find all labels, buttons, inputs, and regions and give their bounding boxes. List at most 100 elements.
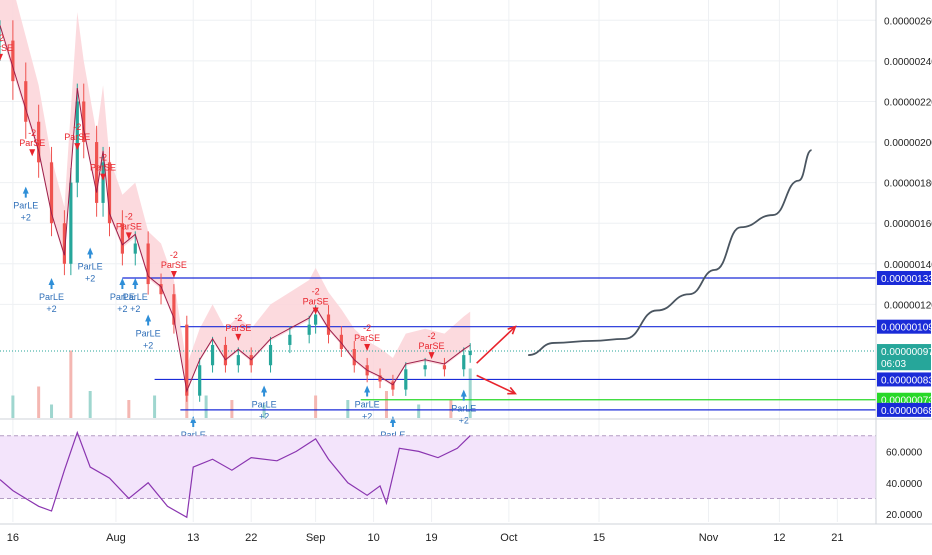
price-series: [0, 20, 472, 402]
buy-signal-qty: +2: [459, 416, 469, 426]
projection-curve[interactable]: [528, 149, 813, 356]
price-badge-label: 0.00000097: [881, 347, 932, 358]
candle-body-32: [391, 381, 395, 390]
price-badge-label: 0.00000073: [881, 396, 932, 407]
buy-signal-label: ParLE: [136, 329, 161, 339]
sell-signal-qty: -2: [0, 33, 4, 43]
sell-signal-label: ParSE: [90, 163, 116, 173]
volume-bar-14: [417, 404, 421, 418]
sell-signal-qty: -2: [28, 128, 36, 138]
price-badge-label: 0.00000068: [881, 406, 932, 417]
buy-signal-15: ParLE +2: [136, 314, 161, 351]
candle-body-26: [314, 314, 318, 325]
price-badge-bg: [877, 402, 931, 417]
sell-signal-qty: -2: [428, 331, 436, 341]
up-arrow-icon: [48, 277, 55, 289]
candle-body-28: [339, 334, 343, 350]
buy-signal-label: ParLE: [78, 262, 103, 272]
candle-body-21: [236, 355, 240, 366]
candle-body-17: [185, 324, 189, 396]
forecast-arrow-1[interactable]: [476, 374, 516, 395]
sell-signal-label: ParSE: [354, 333, 380, 343]
price-tick-label: 0.00000180: [884, 179, 932, 190]
down-arrow-icon: [235, 333, 242, 341]
sell-signal-qty: -2: [125, 211, 133, 221]
candle-body-10: [101, 162, 105, 203]
candle-body-1: [11, 40, 15, 82]
volume-bar-10: [262, 404, 266, 418]
up-arrow-icon: [145, 314, 152, 326]
sell-signal-qty: -2: [73, 122, 81, 132]
sell-signal-label: ParSE: [0, 43, 13, 53]
sell-signal-qty: -2: [312, 287, 320, 297]
sell-signal-qty: -2: [363, 323, 371, 333]
candle-body-19: [210, 344, 215, 366]
date-tick-label: Nov: [699, 532, 719, 544]
buy-signal-qty: +2: [143, 341, 153, 351]
price-tick-label: 0.00000240: [884, 57, 932, 68]
candle-body-29: [352, 349, 356, 366]
price-tick-label: 0.00000260: [884, 16, 932, 27]
buy-signal-label: ParLE: [355, 400, 380, 410]
candle-body-7: [75, 101, 79, 183]
down-arrow-icon: [125, 232, 132, 240]
date-tick-label: 21: [831, 532, 843, 544]
candle-body-31: [378, 375, 382, 382]
candle-body-5: [62, 223, 67, 264]
date-tick-label: 15: [593, 532, 605, 544]
volume-bar-0: [11, 395, 15, 418]
candle-body-2: [24, 81, 28, 122]
buy-signal-qty: +2: [85, 274, 95, 284]
up-arrow-icon: [364, 385, 371, 397]
price-badge-bg: [877, 356, 931, 371]
drawings[interactable]: [476, 149, 813, 395]
buy-signal-14: ParLE +2: [123, 277, 148, 314]
candle-body-27: [326, 314, 331, 335]
date-tick-label: Sep: [306, 532, 326, 544]
sell-signal-label: ParSE: [303, 297, 329, 307]
volume-bar-11: [314, 395, 318, 418]
price-tick-label: 0.00000140: [884, 260, 932, 271]
buy-signal-label: ParLE: [252, 400, 277, 410]
price-stop-line: [0, 25, 471, 393]
volume-bar-16: [468, 368, 472, 418]
up-arrow-icon: [87, 247, 94, 259]
candle-body-8: [82, 101, 86, 143]
price-tick-label: 0.00000200: [884, 138, 932, 149]
rsi-tick-label: 20.0000: [886, 510, 923, 521]
volume-bar-8: [204, 395, 208, 418]
date-tick-label: 16: [7, 532, 19, 544]
date-tick-label: Oct: [500, 532, 517, 544]
strategy-signals: -2ParSE-2ParSE-2ParSE-2ParSE-2ParSE-2Par…: [0, 33, 476, 440]
candle-body-13: [133, 243, 137, 254]
price-badge-label: 0.00000133: [881, 274, 932, 285]
buy-signal-qty: +2: [117, 304, 127, 314]
candle-body-15: [159, 284, 163, 295]
buy-signal-label: ParLE: [13, 201, 38, 211]
volume-bar-12: [346, 400, 350, 418]
date-tick-label: 19: [425, 532, 437, 544]
candle-body-4: [49, 162, 54, 224]
forecast-arrow-0[interactable]: [476, 326, 516, 364]
date-tick-label: 13: [187, 532, 199, 544]
buy-signal-11: ParLE +2: [39, 277, 64, 314]
buy-signal-qty: +2: [259, 412, 269, 422]
buy-signal-16: ParLE: [181, 415, 206, 440]
buy-signal-qty: +2: [46, 304, 56, 314]
candle-body-35: [442, 365, 447, 370]
sell-signal-qty: -2: [99, 153, 107, 163]
price-tick-label: 0.00000160: [884, 219, 932, 230]
volume-bar-9: [230, 400, 234, 418]
candle-body-3: [37, 121, 41, 163]
down-arrow-icon: [100, 173, 107, 181]
volume-bar-3: [69, 350, 73, 418]
